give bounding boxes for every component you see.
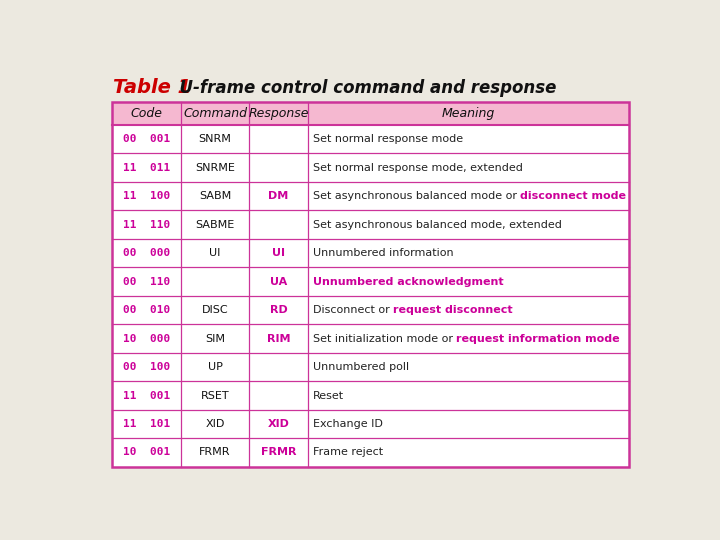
Bar bbox=[112, 267, 629, 296]
Bar bbox=[112, 438, 629, 467]
Text: Exchange ID: Exchange ID bbox=[312, 419, 382, 429]
Text: SNRME: SNRME bbox=[195, 163, 235, 173]
Text: SIM: SIM bbox=[205, 334, 225, 343]
Text: RIM: RIM bbox=[266, 334, 290, 343]
Bar bbox=[112, 102, 629, 125]
Text: Command: Command bbox=[183, 107, 247, 120]
Bar bbox=[112, 125, 629, 153]
Text: SABME: SABME bbox=[195, 220, 235, 229]
Bar bbox=[112, 102, 629, 467]
Text: UA: UA bbox=[270, 276, 287, 287]
Text: U-frame control command and response: U-frame control command and response bbox=[168, 79, 556, 97]
Text: Frame reject: Frame reject bbox=[312, 448, 383, 457]
Text: request disconnect: request disconnect bbox=[393, 305, 513, 315]
Text: FRMR: FRMR bbox=[199, 448, 231, 457]
Bar bbox=[112, 182, 629, 211]
Text: disconnect mode: disconnect mode bbox=[521, 191, 626, 201]
Bar bbox=[112, 325, 629, 353]
Bar bbox=[112, 153, 629, 182]
Text: RD: RD bbox=[269, 305, 287, 315]
Text: Meaning: Meaning bbox=[442, 107, 495, 120]
Text: DM: DM bbox=[269, 191, 289, 201]
Text: DISC: DISC bbox=[202, 305, 228, 315]
Text: 11  110: 11 110 bbox=[123, 220, 170, 229]
Bar bbox=[112, 296, 629, 325]
Text: Unnumbered information: Unnumbered information bbox=[312, 248, 454, 258]
Bar bbox=[112, 239, 629, 267]
Text: Disconnect or: Disconnect or bbox=[312, 305, 393, 315]
Text: request information mode: request information mode bbox=[456, 334, 620, 343]
Text: 11  100: 11 100 bbox=[123, 191, 170, 201]
Text: FRMR: FRMR bbox=[261, 448, 296, 457]
Text: 11  101: 11 101 bbox=[123, 419, 170, 429]
Bar bbox=[112, 410, 629, 438]
Text: RSET: RSET bbox=[201, 390, 230, 401]
Text: 10  000: 10 000 bbox=[123, 334, 170, 343]
Text: Unnumbered poll: Unnumbered poll bbox=[312, 362, 409, 372]
Text: Set normal response mode, extended: Set normal response mode, extended bbox=[312, 163, 523, 173]
Text: 00  010: 00 010 bbox=[123, 305, 170, 315]
Text: XID: XID bbox=[205, 419, 225, 429]
Text: XID: XID bbox=[267, 419, 289, 429]
Text: 10  001: 10 001 bbox=[123, 448, 170, 457]
Text: Table 1: Table 1 bbox=[113, 78, 192, 97]
Text: Set asynchronous balanced mode, extended: Set asynchronous balanced mode, extended bbox=[312, 220, 562, 229]
Text: Set normal response mode: Set normal response mode bbox=[312, 134, 463, 144]
Text: UI: UI bbox=[210, 248, 221, 258]
Text: SABM: SABM bbox=[199, 191, 231, 201]
Bar bbox=[112, 210, 629, 239]
Text: Set asynchronous balanced mode or: Set asynchronous balanced mode or bbox=[312, 191, 521, 201]
Text: 00  100: 00 100 bbox=[123, 362, 170, 372]
Text: SNRM: SNRM bbox=[199, 134, 232, 144]
Text: UP: UP bbox=[207, 362, 222, 372]
Bar bbox=[112, 353, 629, 381]
Bar bbox=[112, 381, 629, 410]
Text: 11  011: 11 011 bbox=[123, 163, 170, 173]
Text: 00  000: 00 000 bbox=[123, 248, 170, 258]
Text: 00  110: 00 110 bbox=[123, 276, 170, 287]
Text: Set initialization mode or: Set initialization mode or bbox=[312, 334, 456, 343]
Text: 00  001: 00 001 bbox=[123, 134, 170, 144]
Text: Response: Response bbox=[248, 107, 309, 120]
Text: Reset: Reset bbox=[312, 390, 344, 401]
Text: 11  001: 11 001 bbox=[123, 390, 170, 401]
Text: Unnumbered acknowledgment: Unnumbered acknowledgment bbox=[312, 276, 503, 287]
Text: UI: UI bbox=[272, 248, 285, 258]
Text: Code: Code bbox=[130, 107, 163, 120]
